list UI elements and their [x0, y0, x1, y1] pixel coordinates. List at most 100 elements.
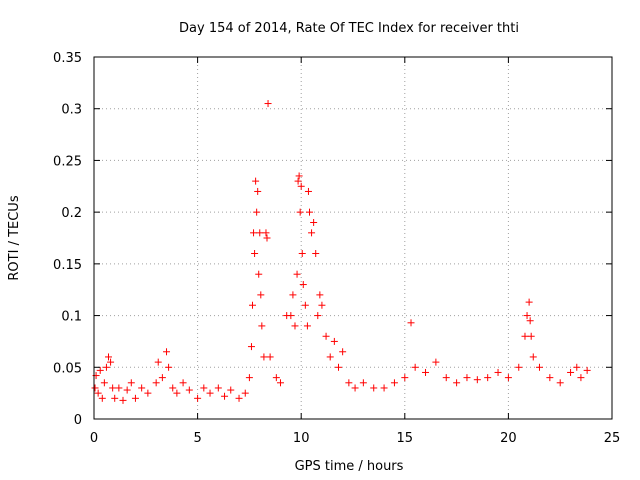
data-point — [345, 379, 353, 387]
data-point — [301, 301, 309, 309]
data-point — [330, 337, 338, 345]
y-axis-label: ROTI / TECUs — [7, 195, 22, 280]
data-point — [305, 208, 313, 216]
data-point — [380, 384, 388, 392]
x-tick-label: 20 — [500, 431, 517, 446]
data-point — [131, 394, 139, 402]
data-point — [251, 250, 259, 258]
data-point — [515, 363, 523, 371]
data-point — [296, 208, 304, 216]
data-point — [411, 363, 419, 371]
data-point — [303, 322, 311, 330]
data-point — [287, 312, 295, 320]
y-axis-ticks: 0 0.05 0.1 0.15 0.2 0.25 0.3 0.35 — [53, 51, 612, 428]
data-point — [252, 177, 260, 185]
data-point — [200, 384, 208, 392]
data-points — [91, 100, 591, 404]
y-tick-label: 0.25 — [53, 154, 82, 169]
data-point — [473, 376, 481, 384]
data-point — [105, 353, 113, 361]
data-point — [525, 298, 533, 306]
data-point — [154, 358, 162, 366]
x-axis-label: GPS time / hours — [295, 459, 404, 474]
data-point — [245, 374, 253, 382]
data-point — [318, 301, 326, 309]
data-point — [158, 374, 166, 382]
data-point — [227, 386, 235, 394]
data-point — [295, 172, 303, 180]
data-point — [235, 394, 243, 402]
data-point — [214, 384, 222, 392]
data-point — [521, 332, 529, 340]
data-point — [432, 358, 440, 366]
data-point — [144, 389, 152, 397]
y-tick-label: 0.15 — [53, 258, 82, 273]
data-point — [254, 187, 262, 195]
data-point — [138, 384, 146, 392]
data-point — [241, 389, 249, 397]
data-point — [115, 384, 123, 392]
data-point — [107, 358, 115, 366]
data-point — [484, 374, 492, 382]
data-point — [250, 229, 258, 237]
data-point — [165, 363, 173, 371]
data-point — [152, 379, 160, 387]
data-point — [298, 250, 306, 258]
data-point — [294, 177, 302, 185]
data-point — [257, 291, 265, 299]
data-point — [527, 332, 535, 340]
data-point — [163, 348, 171, 356]
data-point — [339, 348, 347, 356]
data-point — [123, 386, 131, 394]
data-point — [583, 366, 591, 374]
data-point — [258, 322, 266, 330]
data-point — [312, 250, 320, 258]
data-point — [293, 270, 301, 278]
data-point — [529, 353, 537, 361]
data-point — [463, 374, 471, 382]
data-point — [263, 234, 271, 242]
data-point — [326, 353, 334, 361]
data-point — [169, 384, 177, 392]
x-tick-label: 10 — [293, 431, 310, 446]
data-point — [526, 317, 534, 325]
y-tick-label: 0.1 — [61, 310, 82, 325]
data-point — [119, 396, 127, 404]
x-tick-label: 5 — [193, 431, 201, 446]
data-point — [523, 312, 531, 320]
grid-lines — [94, 57, 612, 419]
data-point — [359, 379, 367, 387]
data-point — [255, 270, 263, 278]
data-point — [573, 363, 581, 371]
data-point — [453, 379, 461, 387]
data-point — [308, 229, 316, 237]
data-point — [262, 229, 270, 237]
y-tick-label: 0.3 — [61, 103, 82, 118]
data-point — [249, 301, 257, 309]
data-point — [194, 394, 202, 402]
plot-frame — [93, 56, 613, 420]
data-point — [351, 384, 359, 392]
data-point — [173, 389, 181, 397]
data-point — [91, 384, 99, 392]
data-point — [291, 322, 299, 330]
data-point — [314, 312, 322, 320]
x-axis-ticks: 0 5 10 15 20 25 — [90, 57, 620, 446]
data-point — [316, 291, 324, 299]
data-point — [401, 374, 409, 382]
data-point — [272, 374, 280, 382]
data-point — [111, 394, 119, 402]
data-point — [102, 363, 110, 371]
data-point — [299, 281, 307, 289]
data-point — [310, 218, 318, 226]
data-point — [109, 384, 117, 392]
data-point — [297, 182, 305, 190]
data-point — [185, 386, 193, 394]
data-point — [96, 366, 104, 374]
data-point — [253, 208, 261, 216]
x-tick-label: 25 — [604, 431, 621, 446]
data-point — [422, 368, 430, 376]
y-tick-label: 0.05 — [53, 361, 82, 376]
data-point — [407, 319, 415, 327]
